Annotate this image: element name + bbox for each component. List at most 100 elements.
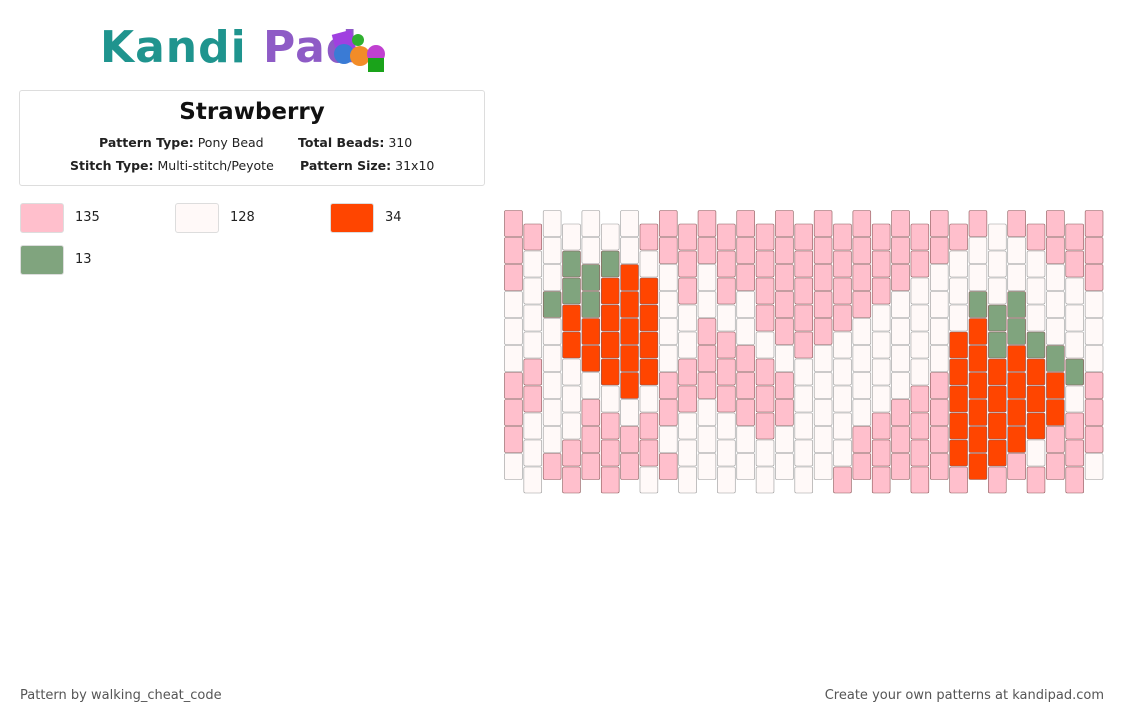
bead [949, 250, 968, 278]
bead [504, 210, 523, 237]
bead [852, 237, 872, 264]
total-beads: Total Beads: 310 [298, 135, 412, 150]
bead [1026, 466, 1046, 494]
bead [968, 345, 988, 372]
bead [620, 426, 639, 453]
bead [968, 291, 988, 318]
bead [871, 331, 891, 359]
bead [1065, 466, 1084, 494]
bead [1065, 385, 1084, 413]
bead [1084, 372, 1104, 399]
bead [1065, 331, 1084, 359]
bead [736, 210, 755, 237]
bead [891, 426, 910, 453]
bead [1046, 318, 1065, 345]
bead [891, 210, 910, 237]
bead [852, 345, 872, 372]
bead [775, 345, 794, 372]
bead [697, 453, 717, 480]
color-swatch [20, 245, 64, 275]
bead [755, 439, 775, 467]
bead [504, 399, 523, 426]
bead [620, 345, 639, 372]
bead [852, 426, 872, 453]
bead [949, 331, 968, 359]
bead [755, 358, 775, 386]
color-count: 135 [75, 210, 100, 225]
bead [736, 291, 755, 318]
bead [620, 399, 639, 426]
bead [871, 277, 891, 305]
bead [813, 399, 833, 426]
bead [659, 291, 678, 318]
bead [1084, 399, 1104, 426]
bead [736, 372, 755, 399]
bead [523, 223, 543, 251]
bead [600, 439, 620, 467]
bead [1046, 264, 1065, 291]
bead [1046, 372, 1065, 399]
bead [930, 264, 949, 291]
bead [562, 304, 581, 332]
bead [581, 318, 601, 345]
bead [620, 453, 639, 480]
bead [523, 412, 543, 440]
bead [775, 399, 794, 426]
bead [562, 358, 581, 386]
bead [949, 385, 968, 413]
bead [659, 426, 678, 453]
bead [988, 439, 1007, 467]
bead [871, 466, 891, 494]
bead [930, 291, 949, 318]
bead [755, 304, 775, 332]
bead [930, 372, 949, 399]
bead [949, 223, 968, 251]
bead [813, 318, 833, 345]
color-swatch [20, 203, 64, 233]
bead [736, 237, 755, 264]
bead [891, 318, 910, 345]
bead [562, 277, 581, 305]
bead [910, 277, 930, 305]
bead [717, 466, 736, 494]
bead [813, 453, 833, 480]
bead [871, 385, 891, 413]
bead [871, 304, 891, 332]
bead [910, 358, 930, 386]
bead [542, 264, 562, 291]
bead [775, 210, 794, 237]
bead [891, 237, 910, 264]
bead [949, 304, 968, 332]
bead [833, 331, 852, 359]
bead [968, 264, 988, 291]
bead [1007, 345, 1026, 372]
bead [523, 466, 543, 494]
bead [736, 426, 755, 453]
bead [794, 358, 813, 386]
pattern-title: Strawberry [179, 99, 325, 125]
bead [504, 318, 523, 345]
pattern-size: Pattern Size: 31x10 [300, 158, 434, 173]
bead [736, 399, 755, 426]
bead [852, 291, 872, 318]
bead [968, 399, 988, 426]
bead [833, 223, 852, 251]
bead [833, 358, 852, 386]
bead [1046, 237, 1065, 264]
bead [910, 250, 930, 278]
bead [794, 223, 813, 251]
bead [639, 358, 659, 386]
bead [775, 237, 794, 264]
bead [949, 466, 968, 494]
bead [504, 264, 523, 291]
bead [930, 237, 949, 264]
bead [581, 291, 601, 318]
bead [1065, 223, 1084, 251]
bead [697, 399, 717, 426]
bead [639, 331, 659, 359]
bead [988, 331, 1007, 359]
bead [988, 412, 1007, 440]
bead [1046, 426, 1065, 453]
